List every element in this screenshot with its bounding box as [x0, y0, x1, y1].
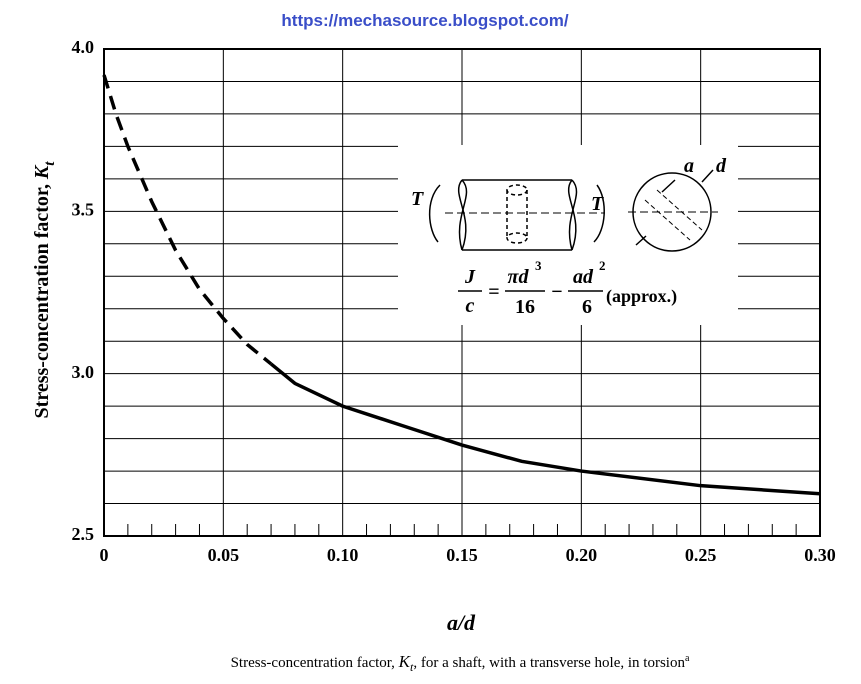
y-label-text: Stress-concentration factor,: [31, 179, 53, 418]
y-label-subscript: t: [42, 161, 58, 166]
caption-subscript: t: [410, 660, 414, 674]
formula-part: 3: [535, 258, 542, 273]
torque-label: T: [591, 193, 604, 215]
formula-part: =: [488, 281, 499, 303]
x-tick-label: 0.30: [804, 545, 836, 565]
curve: [269, 362, 821, 496]
curve: [102, 74, 273, 366]
x-tick-label: 0.05: [208, 545, 240, 565]
y-axis-label: Stress-concentration factor, Kt: [31, 161, 58, 419]
caption: Stress-concentration factor, Kt, for a s…: [231, 652, 690, 674]
y-label-symbol: K: [31, 164, 53, 180]
caption-text: Stress-concentration factor,: [231, 655, 399, 671]
caption-text: , for a shaft, with a transverse hole, i…: [413, 655, 685, 671]
x-tick-label: 0.10: [327, 545, 359, 565]
y-tick-label: 3.5: [72, 199, 95, 219]
url: https://mechasource.blogspot.com/: [281, 11, 568, 30]
formula-part: 2: [599, 258, 606, 273]
x-tick-label: 0.15: [446, 545, 478, 565]
y-tick-label: 2.5: [72, 524, 95, 544]
formula-part: J: [464, 266, 476, 288]
formula-part: 6: [582, 296, 592, 318]
y-tick-label: 4.0: [72, 37, 95, 57]
formula-part: 16: [515, 296, 535, 318]
x-tick-label: 0.25: [685, 545, 717, 565]
y-tick-label: 3.0: [72, 362, 95, 382]
formula-part: πd: [508, 266, 530, 288]
x-axis-label: a/d: [447, 610, 476, 635]
formula-part: ad: [573, 266, 594, 288]
formula-part: −: [551, 281, 562, 303]
x-tick-label: 0.20: [566, 545, 598, 565]
formula-part: (approx.): [606, 286, 677, 307]
caption-symbol: K: [398, 652, 412, 671]
shaft: [428, 169, 718, 252]
hole-label: a: [684, 155, 694, 177]
x-tick-label: 0: [100, 545, 109, 565]
caption-note: a: [685, 653, 690, 664]
formula: J c = πd 3 16 − ad 2 6 (approx.): [458, 258, 677, 318]
formula-part: c: [466, 295, 475, 317]
torque-label: T: [411, 188, 424, 210]
inset: T T a d J c = πd 3 16 − ad 2 6 (approx.): [398, 145, 738, 325]
inset-bg: [398, 145, 738, 325]
diameter-label: d: [716, 155, 727, 177]
